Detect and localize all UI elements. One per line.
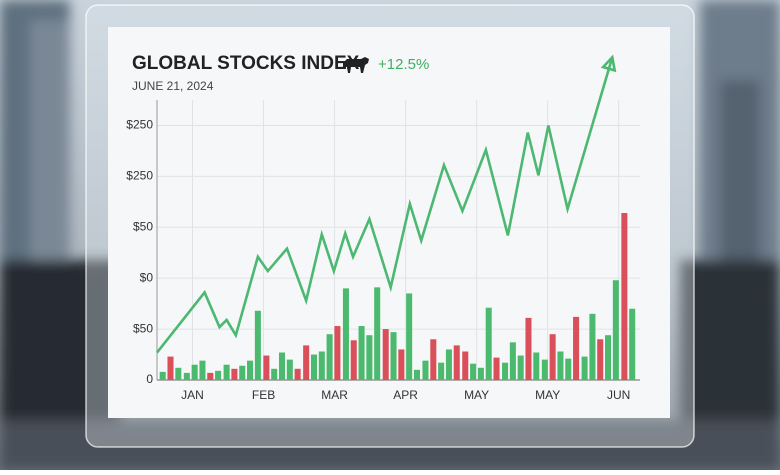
volume-bar — [502, 362, 509, 380]
volume-bar — [239, 365, 246, 380]
volume-bar — [612, 280, 619, 380]
volume-bar — [223, 364, 230, 380]
volume-bar — [390, 332, 397, 380]
volume-bar — [621, 213, 628, 380]
volume-bar — [191, 364, 198, 380]
x-tick-label: MAY — [464, 388, 489, 402]
volume-bar — [286, 359, 293, 380]
volume-bar — [294, 368, 301, 380]
volume-bar — [509, 342, 516, 380]
volume-bar — [581, 356, 588, 380]
volume-bar — [525, 317, 532, 380]
volume-bar — [398, 349, 405, 380]
y-tick-label: $250 — [126, 118, 153, 132]
volume-bar — [215, 370, 222, 380]
volume-bar — [413, 369, 420, 380]
volume-bar — [565, 358, 572, 380]
volume-bar — [477, 367, 484, 380]
x-tick-label: APR — [393, 388, 418, 402]
volume-bar — [199, 360, 206, 380]
chart-title: GLOBAL STOCKS INDEX — [132, 53, 360, 74]
x-tick-label: MAY — [535, 388, 560, 402]
volume-bar — [517, 355, 524, 380]
volume-bar — [382, 329, 389, 380]
volume-bar — [183, 372, 190, 380]
volume-bar — [263, 355, 270, 380]
volume-bar — [271, 368, 278, 380]
x-tick-label: MAR — [321, 388, 348, 402]
volume-bar — [167, 356, 174, 380]
volume-bar — [445, 349, 452, 380]
volume-bar — [358, 326, 365, 380]
volume-bar — [231, 368, 238, 380]
volume-bar — [247, 360, 254, 380]
volume-bar — [470, 363, 477, 380]
volume-bar — [605, 335, 612, 380]
x-tick-label: FEB — [252, 388, 275, 402]
volume-bar — [303, 345, 310, 380]
x-tick-label: JUN — [607, 388, 630, 402]
subtitle: JUNE 21, 2024 — [132, 79, 214, 93]
volume-bar — [326, 334, 333, 380]
volume-bar — [159, 371, 166, 380]
volume-bar — [557, 351, 564, 380]
volume-bar — [207, 372, 214, 380]
y-tick-label: $50 — [133, 219, 153, 233]
volume-bar — [334, 326, 341, 380]
volume-bar — [493, 357, 500, 380]
volume-bar — [374, 287, 381, 380]
volume-bar — [366, 335, 373, 380]
y-tick-label: 0 — [146, 372, 153, 386]
y-tick-label: $250 — [126, 169, 153, 183]
volume-bar — [430, 339, 437, 380]
volume-bar — [310, 354, 317, 380]
bull-icon — [343, 57, 369, 73]
volume-bar — [422, 360, 429, 380]
y-tick-label: $0 — [140, 270, 154, 284]
volume-bar — [597, 339, 604, 380]
volume-bar — [541, 359, 548, 380]
volume-bar — [462, 351, 469, 380]
volume-bar — [175, 367, 182, 380]
volume-bar — [278, 352, 286, 380]
y-tick-label: $50 — [133, 321, 153, 335]
volume-bar — [350, 340, 357, 380]
volume-bar — [549, 334, 556, 380]
price-line — [155, 56, 614, 354]
volume-bar — [589, 313, 596, 380]
volume-bar — [342, 288, 349, 380]
volume-bar — [406, 293, 413, 380]
change-label: +12.5% — [378, 56, 429, 73]
volume-bar — [438, 362, 445, 380]
volume-bar — [629, 308, 636, 380]
volume-bar — [453, 345, 460, 380]
arrow-head — [600, 54, 617, 73]
volume-bar — [573, 316, 580, 380]
volume-bar — [318, 351, 325, 380]
volume-bar — [254, 310, 261, 380]
volume-bar — [533, 352, 540, 380]
x-tick-label: JAN — [181, 388, 204, 402]
volume-bar — [485, 307, 492, 380]
